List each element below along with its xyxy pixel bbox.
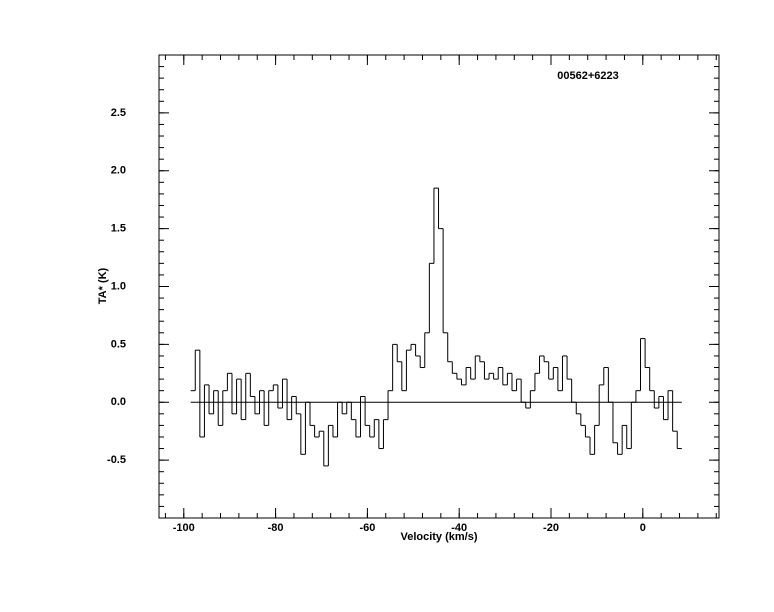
x-tick-label: -80: [268, 522, 284, 534]
x-tick-label: -40: [451, 522, 467, 534]
y-tick-label: -0.5: [107, 454, 126, 466]
plot-frame: [158, 54, 720, 519]
y-axis-label: TA* (K): [97, 267, 109, 304]
x-axis-label: Velocity (km/s): [400, 531, 477, 543]
x-tick-label: 0: [640, 522, 646, 534]
y-tick-label: 2.0: [111, 165, 126, 177]
x-tick-label: -20: [543, 522, 559, 534]
y-tick-label: 1.0: [111, 280, 126, 292]
x-tick-label: -100: [173, 522, 195, 534]
x-tick-label: -60: [359, 522, 375, 534]
y-tick-label: 0.5: [111, 338, 126, 350]
step-connector: [194, 188, 678, 466]
y-tick-label: 2.5: [111, 107, 126, 119]
chart-title: 00562+6223: [557, 70, 618, 82]
y-tick-label: 1.5: [111, 223, 126, 235]
y-tick-label: 0.0: [111, 396, 126, 408]
